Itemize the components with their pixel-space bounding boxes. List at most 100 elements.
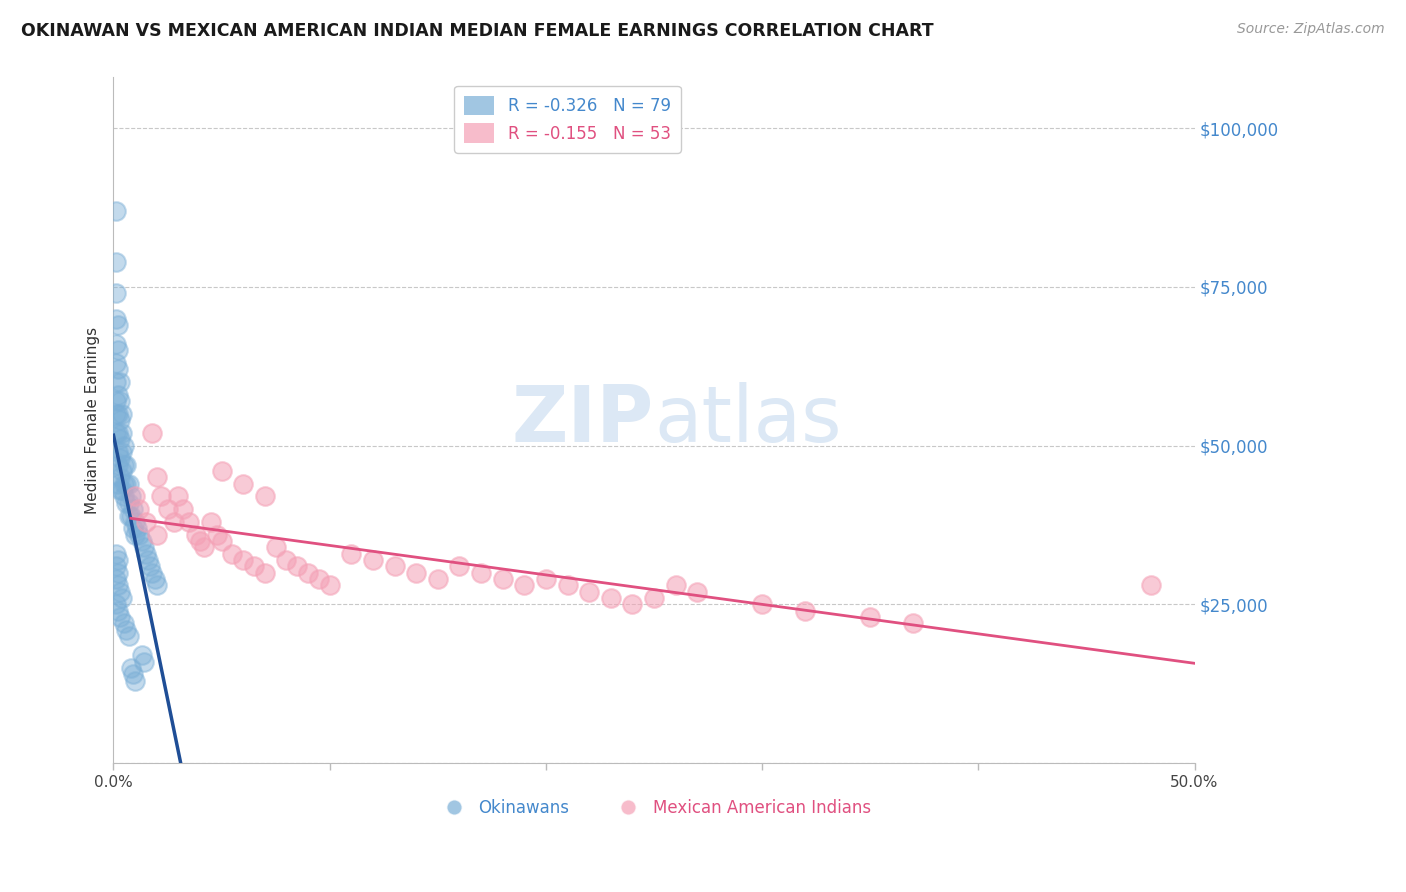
Point — [211, 464, 233, 478]
Point — [172, 502, 194, 516]
Point — [104, 311, 127, 326]
Point — [131, 648, 153, 663]
Point — [276, 553, 298, 567]
Point — [145, 527, 167, 541]
Point — [318, 578, 340, 592]
Point — [534, 572, 557, 586]
Point — [665, 578, 688, 592]
Point — [107, 566, 129, 580]
Point — [686, 584, 709, 599]
Point — [107, 425, 129, 440]
Point — [108, 584, 131, 599]
Text: OKINAWAN VS MEXICAN AMERICAN INDIAN MEDIAN FEMALE EARNINGS CORRELATION CHART: OKINAWAN VS MEXICAN AMERICAN INDIAN MEDI… — [21, 22, 934, 40]
Point — [107, 388, 129, 402]
Point — [139, 559, 162, 574]
Point — [232, 476, 254, 491]
Point — [188, 533, 211, 548]
Point — [124, 490, 146, 504]
Point — [107, 318, 129, 332]
Point — [136, 553, 159, 567]
Point — [115, 623, 138, 637]
Point — [104, 356, 127, 370]
Point — [108, 413, 131, 427]
Point — [108, 375, 131, 389]
Text: atlas: atlas — [654, 383, 842, 458]
Legend: Okinawans, Mexican American Indians: Okinawans, Mexican American Indians — [430, 792, 877, 823]
Point — [794, 604, 817, 618]
Point — [108, 394, 131, 409]
Point — [108, 433, 131, 447]
Point — [145, 578, 167, 592]
Point — [141, 566, 163, 580]
Point — [179, 515, 201, 529]
Point — [141, 425, 163, 440]
Point — [211, 533, 233, 548]
Point — [156, 502, 179, 516]
Point — [108, 451, 131, 466]
Point — [107, 458, 129, 472]
Point — [193, 541, 215, 555]
Point — [115, 458, 138, 472]
Point — [120, 508, 142, 523]
Point — [112, 490, 135, 504]
Text: ZIP: ZIP — [512, 383, 654, 458]
Point — [124, 527, 146, 541]
Point — [135, 547, 157, 561]
Y-axis label: Median Female Earnings: Median Female Earnings — [86, 326, 100, 514]
Point — [104, 407, 127, 421]
Point — [361, 553, 384, 567]
Point — [557, 578, 579, 592]
Point — [108, 483, 131, 497]
Point — [104, 375, 127, 389]
Point — [492, 572, 515, 586]
Point — [111, 464, 134, 478]
Point — [104, 286, 127, 301]
Point — [104, 337, 127, 351]
Point — [107, 362, 129, 376]
Point — [120, 661, 142, 675]
Point — [107, 476, 129, 491]
Point — [115, 476, 138, 491]
Point — [112, 439, 135, 453]
Point — [122, 502, 145, 516]
Point — [449, 559, 471, 574]
Point — [207, 527, 229, 541]
Point — [308, 572, 330, 586]
Point — [132, 541, 155, 555]
Point — [108, 470, 131, 484]
Text: Source: ZipAtlas.com: Source: ZipAtlas.com — [1237, 22, 1385, 37]
Point — [128, 502, 150, 516]
Point — [107, 445, 129, 459]
Point — [131, 533, 153, 548]
Point — [167, 490, 190, 504]
Point — [903, 616, 925, 631]
Point — [470, 566, 492, 580]
Point — [111, 425, 134, 440]
Point — [135, 515, 157, 529]
Point — [200, 515, 222, 529]
Point — [405, 566, 427, 580]
Point — [128, 527, 150, 541]
Point — [232, 553, 254, 567]
Point — [621, 598, 644, 612]
Point — [117, 629, 139, 643]
Point — [859, 610, 882, 624]
Point — [127, 521, 149, 535]
Point — [285, 559, 308, 574]
Point — [107, 407, 129, 421]
Point — [513, 578, 536, 592]
Point — [243, 559, 266, 574]
Point — [1140, 578, 1163, 592]
Point — [124, 673, 146, 688]
Point — [143, 572, 166, 586]
Point — [145, 470, 167, 484]
Point — [340, 547, 363, 561]
Point — [111, 483, 134, 497]
Point — [384, 559, 406, 574]
Point — [111, 407, 134, 421]
Point — [122, 667, 145, 681]
Point — [104, 203, 127, 218]
Point — [104, 559, 127, 574]
Point — [104, 572, 127, 586]
Point — [426, 572, 449, 586]
